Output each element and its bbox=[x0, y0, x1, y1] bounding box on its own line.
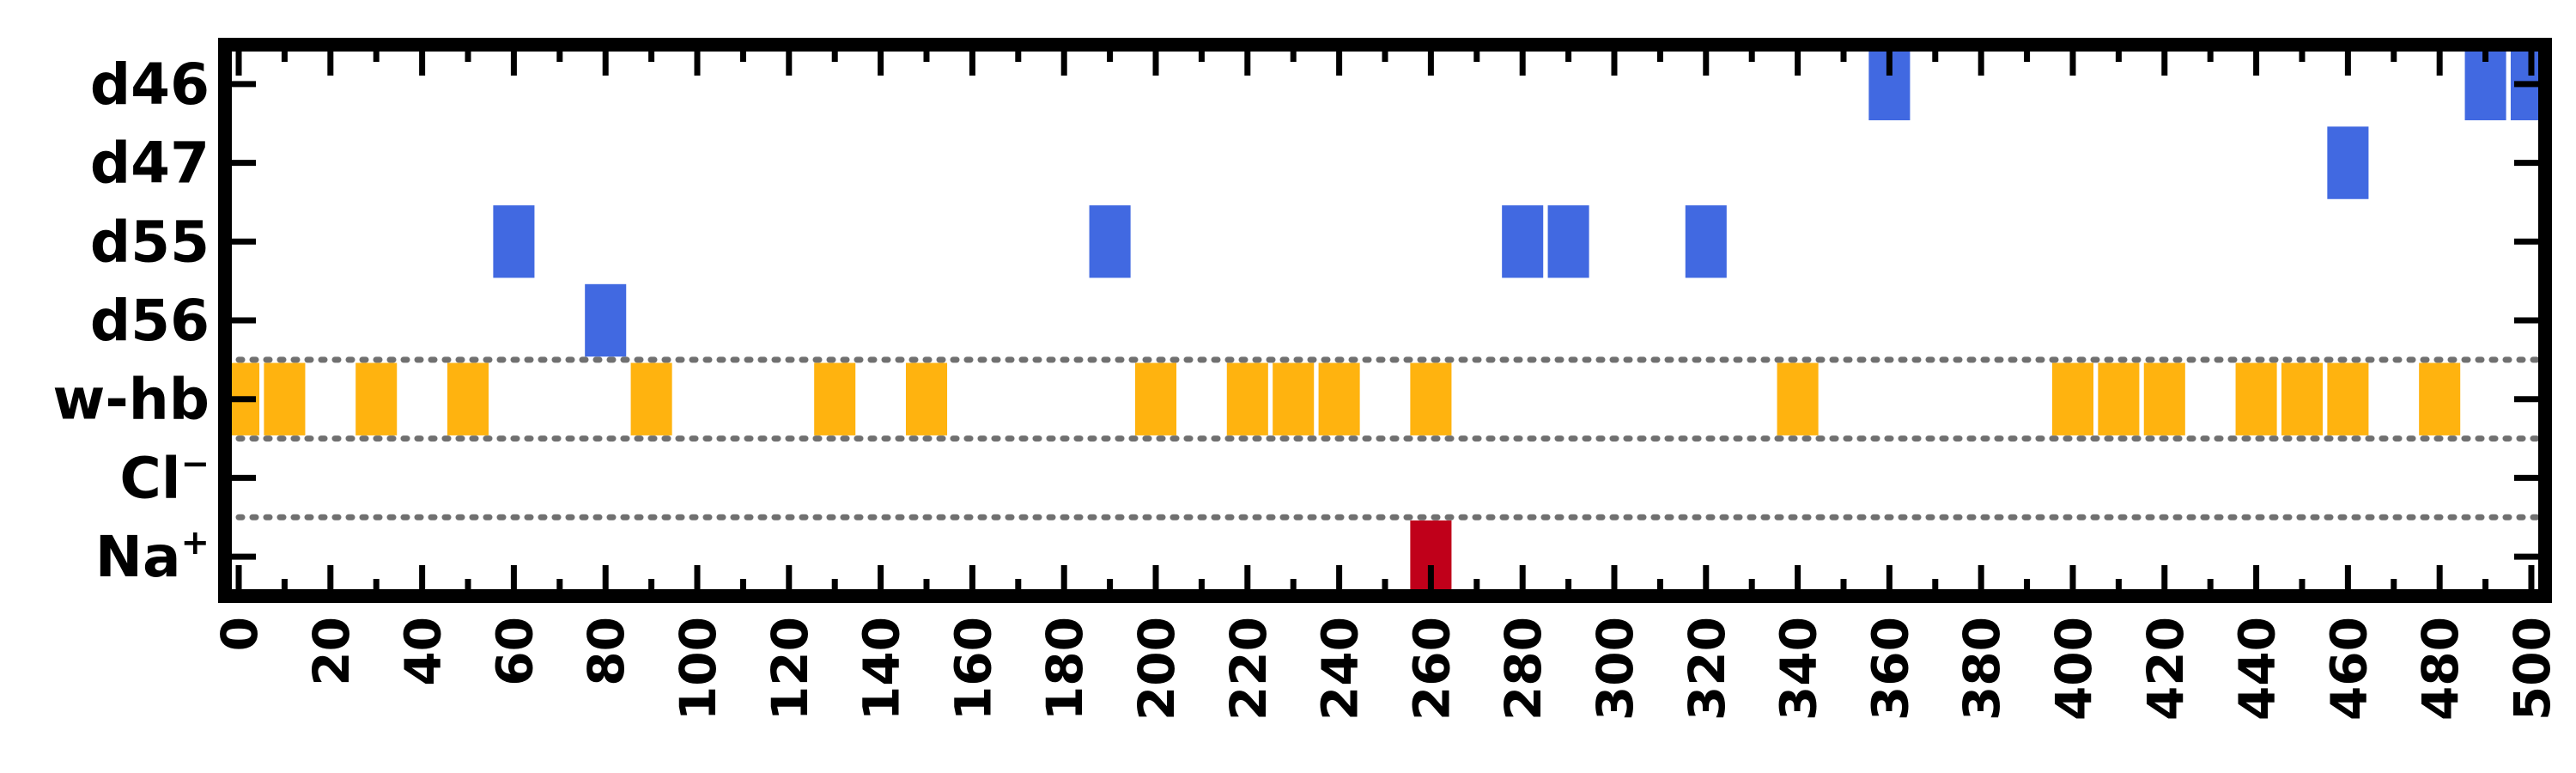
y-tick-label-text: d47 bbox=[90, 131, 210, 197]
x-tick-label: 340 bbox=[1770, 617, 1828, 721]
row-separators bbox=[222, 356, 2549, 520]
y-tick-label-text: Cl bbox=[119, 445, 180, 511]
x-tick-label: 220 bbox=[1219, 617, 1278, 721]
event-cell-w-hb-450 bbox=[2281, 362, 2324, 435]
event-cell-w-hb-440 bbox=[2235, 362, 2277, 435]
x-tick-label: 440 bbox=[2228, 617, 2287, 721]
event-cell-w-hb-400 bbox=[2051, 362, 2094, 435]
y-tick-label: d56 bbox=[90, 288, 210, 354]
axis-ticks bbox=[225, 45, 2545, 596]
x-tick-label: 400 bbox=[2044, 617, 2103, 721]
event-cell-w-hb-230 bbox=[1273, 362, 1315, 435]
x-tick-label: 360 bbox=[1861, 617, 1919, 721]
y-axis-labels: d46 d47 d55 d56 w-hb Cl− Na+ bbox=[52, 52, 210, 590]
x-tick-label: 20 bbox=[302, 617, 361, 686]
y-tick-label-superscript: + bbox=[180, 523, 210, 563]
y-tick-label-superscript: − bbox=[180, 444, 210, 484]
event-cell-w-hb-410 bbox=[2098, 362, 2140, 435]
x-tick-label: 40 bbox=[394, 617, 453, 686]
event-cell-d56-80 bbox=[585, 283, 627, 357]
plot-frame bbox=[218, 38, 2552, 603]
x-tick-label: 100 bbox=[669, 617, 727, 721]
event-cell-d55-290 bbox=[1547, 205, 1589, 278]
x-tick-label: 320 bbox=[1678, 617, 1736, 721]
y-tick-label-text: w-hb bbox=[52, 367, 210, 433]
event-cell-w-hb-130 bbox=[814, 362, 856, 435]
event-cell-d55-320 bbox=[1685, 205, 1727, 278]
x-tick-label: 280 bbox=[1494, 617, 1552, 721]
x-tick-label: 380 bbox=[1953, 617, 2011, 721]
event-cell-w-hb-460 bbox=[2327, 362, 2369, 435]
x-tick-label: 180 bbox=[1036, 617, 1094, 721]
y-tick-label: Cl− bbox=[119, 444, 210, 511]
y-tick-label-text: Na bbox=[95, 524, 181, 590]
x-tick-label: 240 bbox=[1311, 617, 1370, 721]
x-tick-label: 300 bbox=[1586, 617, 1644, 721]
event-cell-w-hb-480 bbox=[2419, 362, 2461, 435]
x-tick-label: 120 bbox=[761, 617, 819, 721]
event-cell-w-hb-240 bbox=[1318, 362, 1360, 435]
x-tick-label: 260 bbox=[1402, 617, 1461, 721]
event-cell-d55-60 bbox=[493, 205, 535, 278]
event-cell-w-hb-30 bbox=[355, 362, 398, 435]
y-tick-label: Na+ bbox=[95, 523, 210, 590]
event-cell-w-hb-150 bbox=[905, 362, 948, 435]
x-tick-label: 160 bbox=[944, 617, 1002, 721]
event-cell-w-hb-220 bbox=[1226, 362, 1268, 435]
event-cell-w-hb-420 bbox=[2143, 362, 2185, 435]
x-tick-label: 80 bbox=[577, 617, 635, 686]
event-cell-w-hb-10 bbox=[264, 362, 306, 435]
event-cell-d55-280 bbox=[1502, 205, 1544, 278]
x-tick-label: 500 bbox=[2503, 617, 2561, 721]
y-tick-label: d55 bbox=[90, 209, 210, 275]
x-tick-label: 420 bbox=[2136, 617, 2195, 721]
y-tick-label: d47 bbox=[90, 131, 210, 197]
event-cell-w-hb-50 bbox=[447, 362, 489, 435]
y-tick-label-text: d56 bbox=[90, 288, 210, 354]
event-cell-d55-190 bbox=[1089, 205, 1131, 278]
event-cell-w-hb-200 bbox=[1134, 362, 1177, 435]
x-tick-label: 200 bbox=[1127, 617, 1186, 721]
event-cells bbox=[225, 47, 2545, 593]
x-axis-labels: 0 20 40 60 80 100 120 140 160 180 200 220 240 260 280 3… bbox=[210, 617, 2561, 721]
y-tick-label-text: d55 bbox=[90, 209, 210, 275]
event-cell-w-hb-340 bbox=[1777, 362, 1819, 435]
x-tick-label: 0 bbox=[210, 617, 269, 651]
x-tick-label: 480 bbox=[2411, 617, 2470, 721]
y-tick-label: d46 bbox=[90, 52, 210, 118]
x-tick-label: 140 bbox=[853, 617, 911, 721]
event-cell-w-hb-260 bbox=[1410, 362, 1452, 435]
y-tick-label: w-hb bbox=[52, 367, 210, 433]
x-tick-label: 460 bbox=[2319, 617, 2378, 721]
event-cell-d47-460 bbox=[2327, 126, 2369, 199]
event-cell-w-hb-90 bbox=[630, 362, 672, 435]
x-tick-label: 60 bbox=[485, 617, 544, 686]
y-tick-label-text: d46 bbox=[90, 52, 210, 118]
